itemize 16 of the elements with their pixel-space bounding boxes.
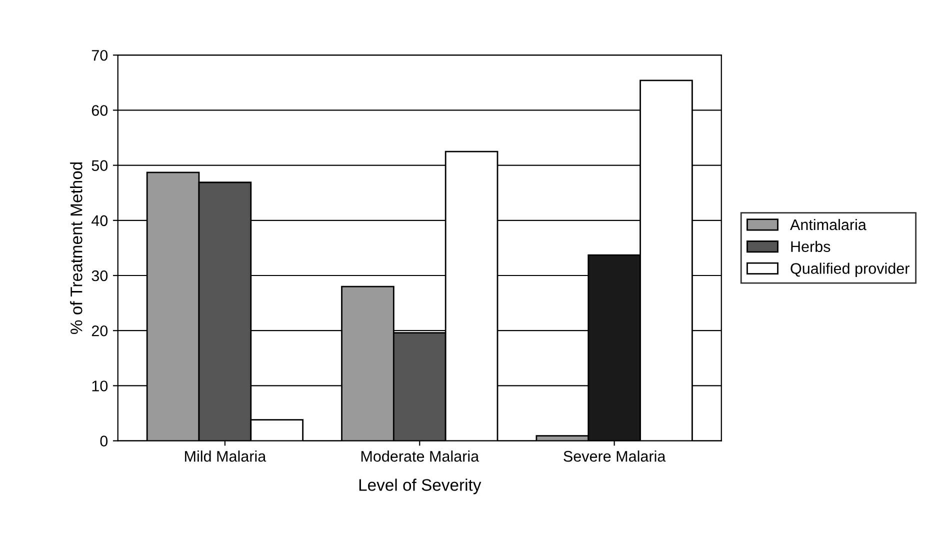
y-tick-label: 50 bbox=[92, 160, 108, 171]
x-axis-title: Level of Severity bbox=[359, 478, 482, 494]
x-tick-label: Severe Malaria bbox=[564, 450, 666, 462]
y-tick-label: 40 bbox=[92, 215, 108, 226]
legend-label: Antimalaria bbox=[790, 218, 866, 230]
y-tick-label: 70 bbox=[92, 50, 108, 61]
y-tick-label: 10 bbox=[92, 380, 108, 392]
y-tick-label: 0 bbox=[100, 436, 108, 446]
y-tick-label: 30 bbox=[92, 270, 108, 282]
y-tick-label: 60 bbox=[92, 105, 108, 116]
legend-label: Qualified provider bbox=[790, 262, 910, 277]
legend-label: Herbs bbox=[791, 240, 830, 252]
y-tick-label: 20 bbox=[92, 325, 108, 336]
x-tick-label: Moderate Malaria bbox=[361, 450, 480, 462]
x-tick-label: Mild Malaria bbox=[185, 450, 266, 462]
y-axis-title: % of Treatment Method bbox=[70, 162, 82, 334]
